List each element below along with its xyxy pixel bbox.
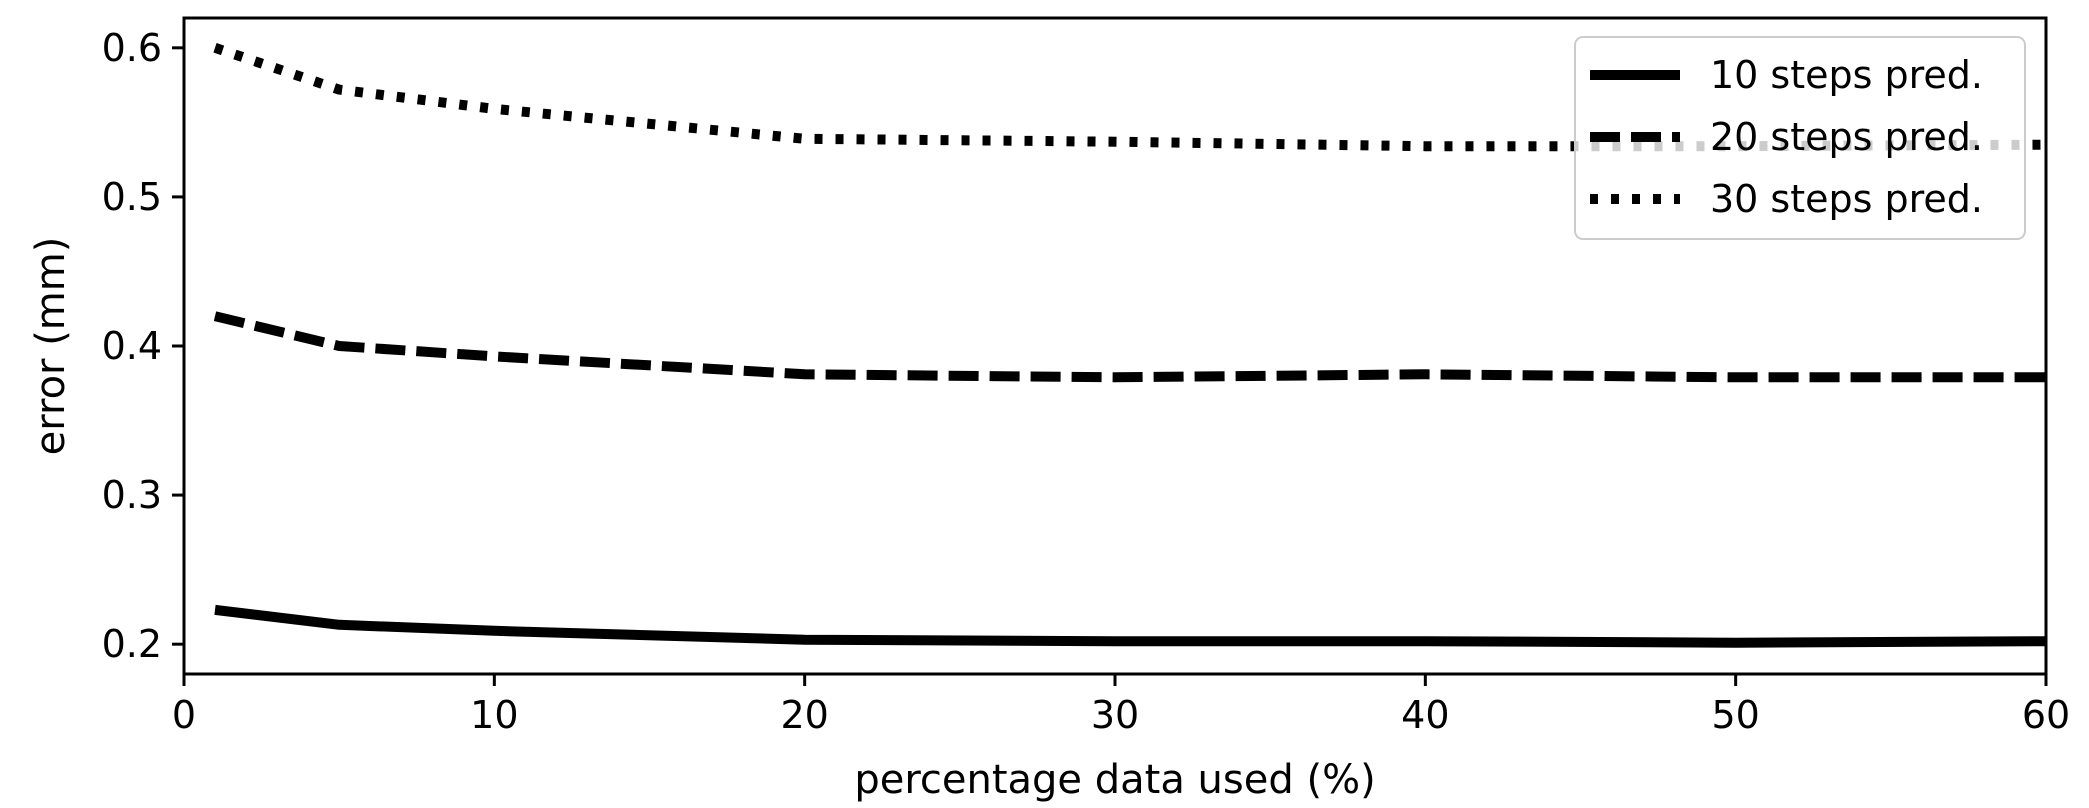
y-axis-label: error (mm)	[28, 237, 74, 456]
legend-label-3: 30 steps pred.	[1710, 177, 1983, 221]
x-axis: 0 10 20 30 40 50 60	[172, 674, 2070, 737]
x-tick-label: 60	[2022, 693, 2070, 737]
x-tick-label: 20	[780, 693, 828, 737]
legend-label-1: 10 steps pred.	[1710, 53, 1983, 97]
legend-box	[1574, 36, 2026, 240]
series-line-1	[214, 604, 2047, 648]
y-tick-label: 0.6	[102, 26, 162, 70]
y-tick-label: 0.3	[102, 473, 162, 517]
x-tick-label: 30	[1091, 693, 1139, 737]
plot-layer	[213, 43, 2047, 648]
x-tick-label: 40	[1401, 693, 1449, 737]
x-tick-label: 50	[1711, 693, 1759, 737]
y-tick-label: 0.4	[102, 324, 162, 368]
legend: 10 steps pred. 20 steps pred. 30 steps pre…	[1574, 36, 2026, 240]
x-tick-label: 10	[470, 693, 518, 737]
y-tick-label: 0.2	[102, 622, 162, 666]
y-tick-label: 0.5	[102, 175, 162, 219]
y-axis: 0.2 0.3 0.4 0.5 0.6	[102, 26, 184, 666]
x-tick-label: 0	[172, 693, 196, 737]
legend-items: 10 steps pred. 20 steps pred. 30 steps pre…	[1590, 53, 1983, 221]
legend-label-2: 20 steps pred.	[1710, 115, 1983, 159]
x-axis-label: percentage data used (%)	[854, 757, 1375, 803]
series-line-2	[213, 311, 2046, 383]
